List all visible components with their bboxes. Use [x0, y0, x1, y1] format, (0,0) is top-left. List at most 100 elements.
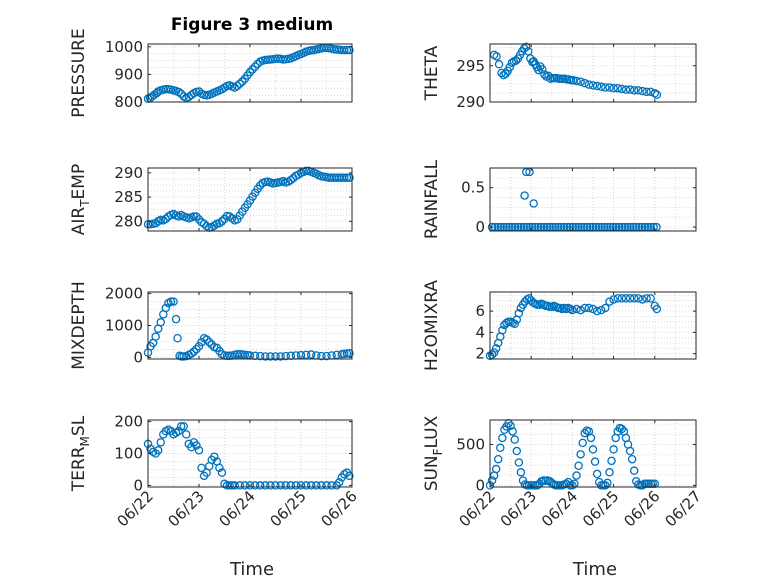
- data-point: [584, 303, 594, 313]
- series-markers: [485, 294, 662, 361]
- data-point: [652, 304, 662, 314]
- y-tick-label: 280: [114, 212, 143, 230]
- data-point: [173, 334, 182, 343]
- y-tick-label: 500: [456, 436, 485, 454]
- y-tick-label: 6: [475, 302, 485, 320]
- data-point: [508, 427, 517, 436]
- data-point: [617, 424, 627, 434]
- series-markers: [143, 43, 354, 103]
- data-point: [194, 341, 204, 351]
- data-point: [494, 60, 504, 69]
- data-point: [166, 297, 176, 306]
- y-tick-label: 800: [114, 93, 143, 111]
- data-point: [572, 304, 581, 314]
- y-axis-label-main: PRESSURE: [69, 28, 89, 117]
- data-point: [306, 350, 316, 359]
- y-tick-label: 0: [133, 348, 143, 366]
- data-point: [605, 83, 614, 92]
- y-axis-label: THETA: [422, 45, 442, 101]
- data-point: [625, 294, 635, 303]
- data-point: [156, 438, 165, 447]
- y-tick-label: 2000: [105, 285, 143, 303]
- data-point: [617, 294, 627, 303]
- data-point: [245, 481, 255, 490]
- data-point: [518, 476, 528, 485]
- data-point: [306, 481, 316, 490]
- y-tick-label: 100: [114, 445, 143, 463]
- x-axis-label-left: Time: [229, 559, 274, 580]
- data-point: [181, 430, 191, 439]
- data-point: [322, 351, 331, 361]
- data-point: [171, 314, 181, 324]
- y-tick-label: 2: [475, 345, 485, 363]
- y-axis-label: AIRTEMP: [69, 164, 92, 235]
- data-point: [588, 81, 598, 90]
- data-point: [189, 347, 199, 356]
- data-point: [576, 305, 585, 315]
- data-point: [627, 454, 637, 464]
- data-point: [609, 83, 618, 93]
- data-point: [210, 452, 219, 461]
- data-point: [605, 468, 614, 477]
- data-point: [522, 42, 531, 52]
- y-axis-label-main: THETA: [422, 45, 442, 101]
- data-point: [588, 304, 598, 314]
- data-point: [625, 446, 635, 456]
- data-point: [540, 70, 549, 79]
- data-point: [586, 433, 596, 443]
- data-point: [510, 435, 519, 444]
- y-axis-label: SUNFLUX: [422, 415, 445, 491]
- y-axis-label-suffix: SL: [69, 415, 89, 436]
- data-point: [261, 481, 270, 490]
- y-axis-label-suffix: EMP: [69, 164, 89, 200]
- data-point: [179, 422, 188, 431]
- data-point: [492, 52, 501, 61]
- data-point: [187, 349, 196, 358]
- data-point: [487, 350, 497, 359]
- data-point: [489, 348, 499, 357]
- y-tick-label: 0: [475, 218, 485, 236]
- series-markers: [489, 42, 662, 100]
- y-axis-label-main: MIXDEPTH: [69, 281, 89, 370]
- data-point: [345, 349, 354, 358]
- y-axis-label-main: AIR: [69, 207, 89, 236]
- data-point: [250, 62, 260, 71]
- data-point: [276, 352, 285, 361]
- data-point: [327, 481, 336, 490]
- data-point: [345, 471, 354, 481]
- data-point: [617, 84, 627, 94]
- y-tick-label: 1000: [105, 38, 143, 56]
- y-axis-label: H2OMIXRA: [422, 280, 442, 371]
- data-point: [245, 67, 255, 77]
- data-point: [491, 344, 501, 353]
- data-point: [514, 458, 524, 467]
- data-point: [592, 306, 602, 316]
- data-point: [588, 445, 598, 454]
- data-point: [607, 456, 616, 466]
- data-point: [276, 481, 285, 490]
- data-point: [650, 89, 660, 98]
- data-point: [261, 352, 270, 361]
- data-point: [493, 454, 503, 464]
- y-axis-label-suffix: LUX: [422, 415, 442, 448]
- x-axis-label-right: Time: [572, 559, 617, 580]
- data-point: [271, 352, 280, 361]
- y-axis-label: MIXDEPTH: [69, 281, 89, 370]
- y-tick-label: 295: [456, 57, 485, 75]
- data-point: [238, 77, 247, 86]
- series-markers: [143, 422, 354, 490]
- data-point: [487, 476, 497, 485]
- data-point: [296, 481, 306, 490]
- data-point: [507, 58, 517, 68]
- data-point: [342, 173, 352, 182]
- data-point: [613, 294, 622, 303]
- data-point: [510, 319, 519, 329]
- y-axis-label-main: SUN: [422, 455, 442, 491]
- y-axis-label-main: TERR: [69, 446, 89, 492]
- data-point: [301, 166, 311, 176]
- data-point: [153, 446, 163, 455]
- data-point: [576, 450, 585, 459]
- data-point: [225, 481, 234, 490]
- y-tick-label: 290: [456, 93, 485, 111]
